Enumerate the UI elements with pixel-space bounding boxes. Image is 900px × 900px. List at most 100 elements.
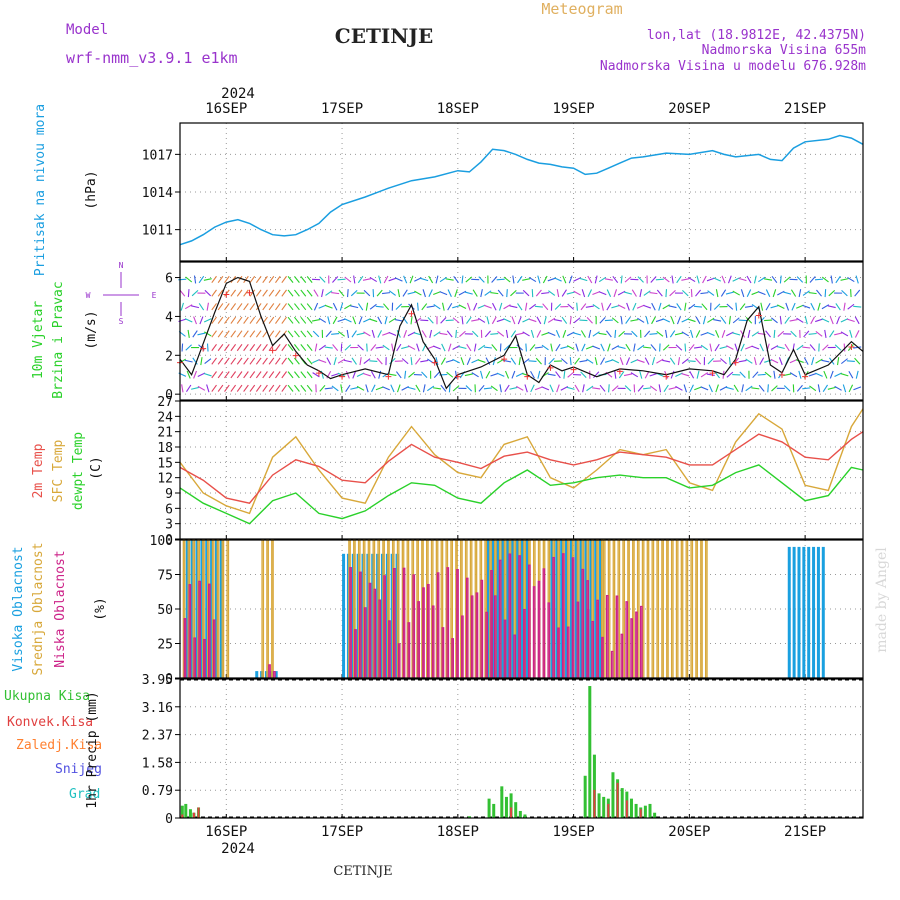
wind-arrow bbox=[715, 289, 719, 298]
wind-arrow bbox=[645, 316, 649, 325]
wind-arrow bbox=[541, 292, 550, 295]
wind-gust-marker bbox=[755, 312, 762, 319]
wind-arrow bbox=[268, 275, 275, 284]
wind-arrow bbox=[770, 345, 779, 350]
panel-frame bbox=[179, 261, 864, 401]
high-cloud-bar bbox=[205, 540, 209, 678]
wind-arrow bbox=[651, 316, 656, 325]
wind-arrow bbox=[753, 357, 757, 366]
top-date-label: 21SEP bbox=[784, 101, 826, 117]
wind-arrow bbox=[566, 331, 575, 337]
wind-arrow bbox=[455, 329, 458, 338]
wind-arrow bbox=[249, 384, 256, 392]
wind-arrow bbox=[333, 357, 337, 366]
2m-temp-line bbox=[179, 431, 864, 504]
wind-arrow bbox=[446, 330, 453, 338]
wind-arrow bbox=[401, 385, 409, 391]
wind-arrow bbox=[740, 289, 745, 298]
wind-arrow bbox=[422, 384, 426, 393]
wind-arrow bbox=[460, 357, 465, 366]
wind-arrow bbox=[585, 305, 594, 308]
wind-arrow bbox=[420, 359, 429, 363]
wind-arrow bbox=[503, 304, 511, 310]
temp-label-sfc: SFC Temp bbox=[51, 440, 66, 503]
y-tick-label: 1017 bbox=[142, 148, 173, 163]
wind-arrow bbox=[582, 384, 585, 393]
wind-arrow bbox=[637, 384, 644, 392]
wind-arrow bbox=[649, 372, 658, 377]
wind-gust-marker bbox=[200, 345, 207, 352]
wind-arrow bbox=[517, 303, 523, 311]
wind-arrow bbox=[415, 357, 421, 365]
wind-arrow bbox=[255, 371, 262, 379]
wind-arrow bbox=[681, 358, 689, 365]
wind-arrow bbox=[486, 316, 490, 325]
wind-arrow bbox=[484, 290, 492, 296]
wind-arrow bbox=[579, 359, 588, 363]
wind-arrow bbox=[197, 372, 206, 377]
wind-arrow bbox=[566, 291, 575, 295]
bottom-date-label: 18SEP bbox=[437, 824, 479, 840]
wind-arrow bbox=[461, 275, 464, 284]
precip-total-bar bbox=[634, 803, 638, 818]
wind-arrow bbox=[599, 384, 606, 392]
wind-arrow bbox=[804, 316, 808, 325]
wind-arrow bbox=[255, 384, 262, 392]
wind-arrow bbox=[480, 289, 483, 298]
wind-arrow bbox=[287, 384, 294, 392]
wind-arrow bbox=[771, 317, 778, 324]
wind-arrow bbox=[842, 384, 847, 393]
wind-arrow bbox=[796, 276, 804, 283]
wind-arrow bbox=[230, 357, 237, 365]
wind-arrow bbox=[230, 330, 237, 338]
wind-arrow bbox=[537, 370, 541, 379]
meteogram-title: Meteogram bbox=[541, 0, 622, 18]
wind-arrow bbox=[478, 276, 485, 283]
wind-arrow bbox=[224, 316, 230, 324]
wind-arrow bbox=[719, 345, 728, 350]
wind-arrow bbox=[496, 372, 505, 377]
low-cloud-bar bbox=[605, 594, 609, 679]
wind-arrow bbox=[777, 330, 785, 337]
precip-total-bar bbox=[518, 810, 522, 818]
wind-arrow bbox=[758, 384, 765, 392]
wind-arrow bbox=[249, 343, 256, 352]
wind-arrow bbox=[179, 289, 186, 297]
high-cloud-bar bbox=[574, 540, 578, 678]
wind-arrow bbox=[427, 317, 434, 324]
wind-arrow bbox=[407, 291, 416, 295]
wind-arrow bbox=[681, 373, 690, 377]
wind-arrow bbox=[809, 276, 816, 283]
wind-arrow bbox=[224, 289, 230, 297]
wind-arrow bbox=[599, 317, 606, 324]
wind-arrow bbox=[407, 386, 416, 390]
wind-arrow bbox=[466, 357, 471, 366]
wind-arrow bbox=[829, 370, 834, 379]
compass-s: S bbox=[119, 317, 124, 326]
high-cloud-bar bbox=[821, 546, 825, 678]
wind-arrow bbox=[454, 289, 458, 298]
wind-arrow bbox=[318, 344, 326, 351]
precip-legend-snow: Snijeg bbox=[55, 762, 102, 777]
wind-arrow bbox=[464, 291, 473, 295]
wind-arrow bbox=[676, 316, 681, 325]
precip-legend-total: Ukupna Kisa bbox=[4, 689, 90, 704]
wind-arrow bbox=[275, 384, 281, 392]
wind-arrow bbox=[772, 289, 777, 298]
wind-arrow bbox=[337, 278, 346, 281]
wind-arrow bbox=[484, 330, 491, 338]
wind-arrow bbox=[687, 276, 696, 283]
wind-arrow bbox=[720, 316, 727, 324]
wind-arrow bbox=[287, 316, 294, 324]
wind-arrow bbox=[612, 275, 619, 284]
panel-frame bbox=[179, 539, 864, 679]
bottom-date-label: 19SEP bbox=[553, 824, 595, 840]
wind-arrow bbox=[294, 344, 300, 351]
wind-arrow bbox=[606, 289, 612, 297]
wind-arrow bbox=[543, 316, 547, 325]
wind-arrow bbox=[363, 318, 371, 323]
wind-arrow bbox=[802, 290, 810, 296]
wind-arrow bbox=[823, 370, 828, 379]
wind-arrow bbox=[604, 319, 613, 322]
panel-labels: Pritisak na nivou mora (hPa) 10m Vjetar … bbox=[4, 104, 157, 809]
